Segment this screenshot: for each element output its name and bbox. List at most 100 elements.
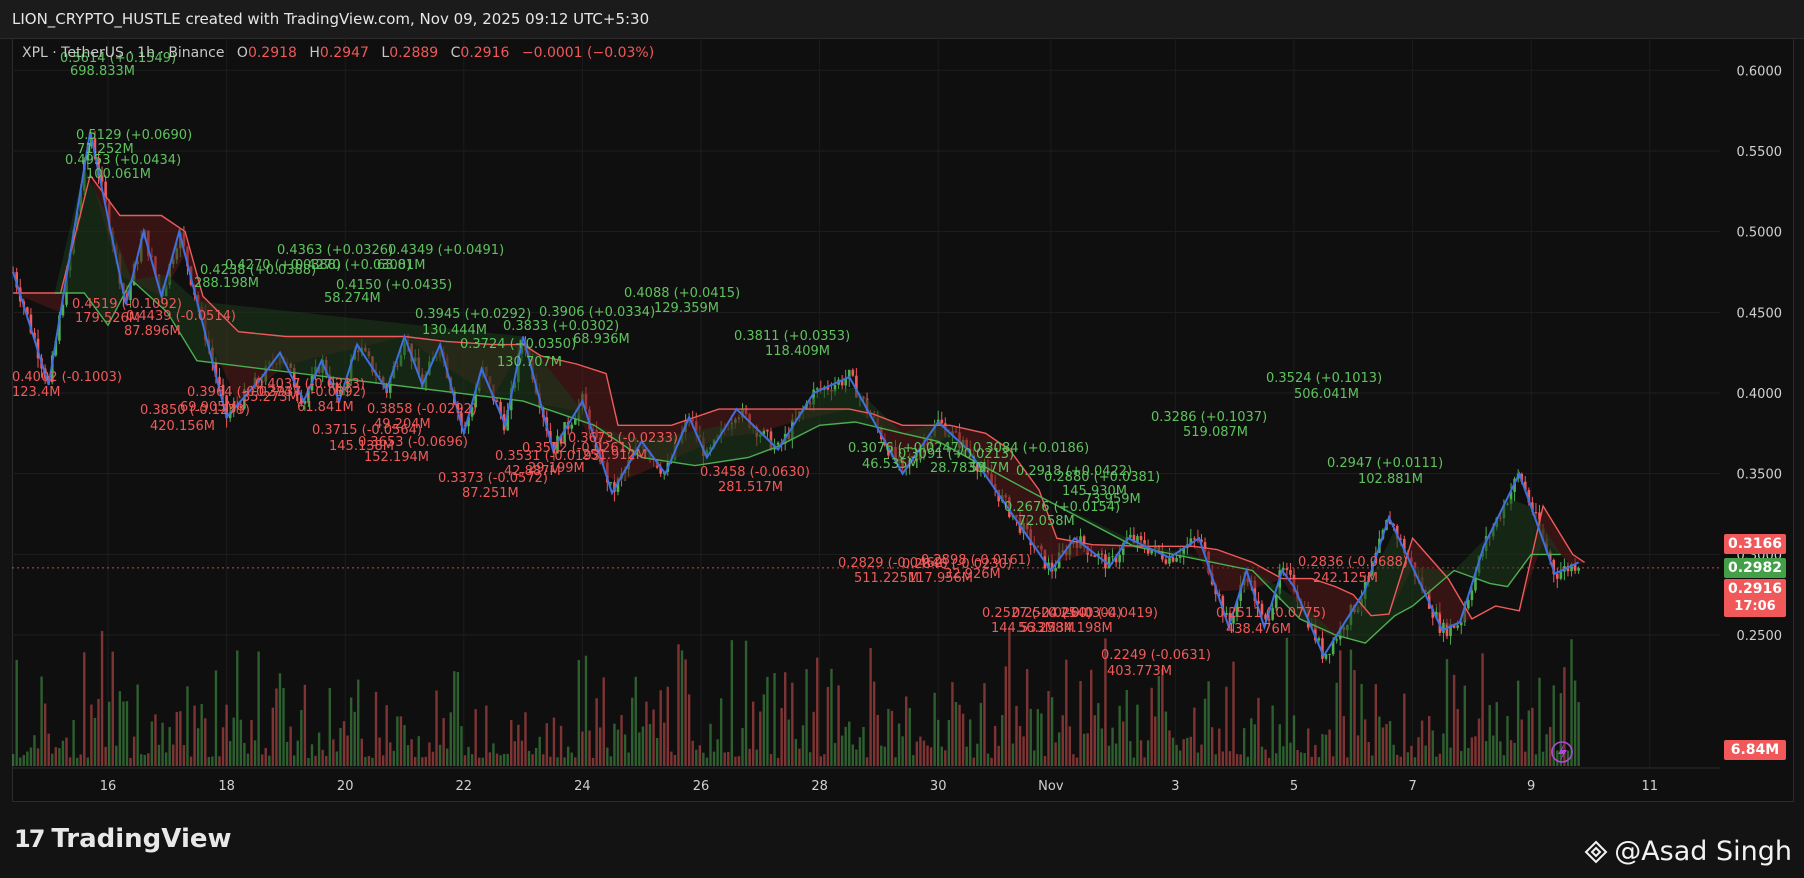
volume-bar bbox=[1143, 757, 1146, 766]
swing-label: 0.3286 (+0.1037) bbox=[1151, 410, 1267, 425]
candle-body bbox=[307, 390, 310, 401]
swing-label: 49.204M bbox=[374, 417, 431, 432]
volume-bar bbox=[90, 704, 93, 766]
volume-bar bbox=[75, 757, 79, 766]
y-tick-label: 0.4000 bbox=[1737, 387, 1783, 402]
swing-label: 281.517M bbox=[718, 480, 783, 495]
volume-bar bbox=[1079, 681, 1082, 766]
volume-bar bbox=[1474, 736, 1477, 766]
candle-body bbox=[556, 435, 559, 454]
volume-bar bbox=[1033, 750, 1036, 766]
volume-bar bbox=[908, 707, 911, 766]
volume-bar bbox=[325, 755, 328, 766]
volume-bar bbox=[1050, 697, 1054, 766]
volume-bar bbox=[883, 746, 887, 766]
volume-bar bbox=[1264, 749, 1267, 766]
swing-label: 69.905M bbox=[180, 400, 237, 415]
volume-bar bbox=[937, 719, 940, 766]
volume-bar bbox=[186, 686, 189, 766]
swing-label: 0.4037 (-0.0233) bbox=[255, 377, 365, 392]
candle-body bbox=[218, 376, 221, 385]
volume-bar bbox=[1356, 735, 1360, 766]
volume-bar bbox=[1310, 756, 1313, 766]
swing-label: 0.3076 (+0.0247) bbox=[848, 441, 964, 456]
swing-label: 28.783M bbox=[930, 461, 987, 476]
volume-bar bbox=[360, 738, 364, 766]
volume-bar bbox=[1189, 736, 1193, 766]
symbol-info-bar: XPL · TetherUS · 1h · Binance O0.2918 H0… bbox=[22, 45, 654, 61]
volume-bar bbox=[132, 736, 136, 766]
volume-bar bbox=[225, 704, 228, 766]
volume-bar bbox=[1570, 639, 1573, 766]
candle-body bbox=[86, 146, 90, 161]
volume-bar bbox=[712, 751, 716, 766]
volume-bar bbox=[1563, 667, 1566, 766]
volume-bar bbox=[285, 741, 289, 766]
candle-body bbox=[1232, 616, 1235, 624]
volume-bar bbox=[1089, 669, 1093, 766]
volume-bar bbox=[1242, 728, 1246, 766]
volume-bar bbox=[997, 745, 1000, 766]
volume-bar bbox=[855, 749, 858, 766]
volume-bar bbox=[1054, 742, 1057, 766]
volume-bar bbox=[794, 738, 798, 766]
volume-bar bbox=[1282, 746, 1285, 766]
volume-bar bbox=[1047, 691, 1050, 766]
tradingview-brand[interactable]: 17 TradingView bbox=[14, 824, 232, 854]
replay-icon[interactable] bbox=[1551, 741, 1573, 763]
support-cloud bbox=[54, 167, 1561, 644]
candle-body bbox=[1449, 623, 1452, 637]
volume-bar bbox=[1025, 669, 1029, 766]
close-label: C bbox=[450, 45, 461, 61]
volume-bar bbox=[645, 701, 648, 766]
volume-bar bbox=[36, 748, 40, 766]
volume-bar bbox=[851, 744, 855, 766]
x-tick-label: 3 bbox=[1171, 779, 1179, 794]
swing-label: 0.4349 (+0.0491) bbox=[388, 243, 504, 258]
volume-bar bbox=[1502, 755, 1506, 766]
volume-bar bbox=[1541, 751, 1545, 766]
candle-body bbox=[1150, 549, 1153, 554]
volume-bar bbox=[1435, 756, 1438, 766]
volume-bar bbox=[698, 745, 702, 766]
volume-bar bbox=[563, 757, 566, 766]
price-chart[interactable]: 0.5614 (+0.1549)698.833M 0.5129 (+0.0690)… bbox=[12, 38, 1794, 802]
volume-bar bbox=[83, 652, 86, 766]
volume-bar bbox=[574, 757, 577, 766]
candle-body bbox=[1509, 491, 1513, 504]
volume-bar bbox=[1164, 711, 1168, 766]
volume-bar bbox=[378, 737, 381, 766]
swing-label: 130.444M bbox=[422, 323, 487, 338]
volume-bar bbox=[1214, 754, 1217, 766]
volume-bar bbox=[737, 756, 741, 766]
candle-body bbox=[1178, 555, 1182, 558]
volume-bar bbox=[100, 631, 104, 766]
lightning-icon bbox=[1558, 744, 1567, 761]
trend-cloud bbox=[13, 167, 1585, 644]
volume-bar bbox=[214, 670, 218, 766]
volume-bar bbox=[513, 741, 516, 766]
volume-bar bbox=[545, 723, 549, 766]
candle-body bbox=[1523, 481, 1527, 490]
symbol-name[interactable]: XPL · TetherUS · 1h · Binance bbox=[22, 45, 225, 61]
volume-bar bbox=[236, 650, 239, 766]
volume-bar bbox=[1545, 734, 1548, 766]
candle-body bbox=[1260, 603, 1264, 615]
upper-band-price-badge: 0.3166 bbox=[1724, 534, 1786, 554]
volume-bar bbox=[566, 746, 570, 766]
volume-bar bbox=[1168, 730, 1171, 766]
chart-frame[interactable] bbox=[12, 38, 1794, 802]
volume-bar bbox=[1342, 716, 1346, 766]
volume-bar bbox=[1353, 670, 1356, 766]
volume-bar bbox=[342, 721, 346, 766]
volume-bar bbox=[72, 719, 75, 766]
volume-bar bbox=[40, 676, 43, 766]
volume-bar bbox=[328, 688, 331, 766]
candle-body bbox=[1189, 538, 1193, 545]
volume-bar bbox=[581, 731, 584, 766]
volume-bar bbox=[751, 701, 755, 766]
volume-bar bbox=[1556, 750, 1559, 766]
volume-bar bbox=[51, 753, 54, 766]
candle-body bbox=[563, 422, 566, 444]
volume-bar bbox=[762, 694, 766, 766]
